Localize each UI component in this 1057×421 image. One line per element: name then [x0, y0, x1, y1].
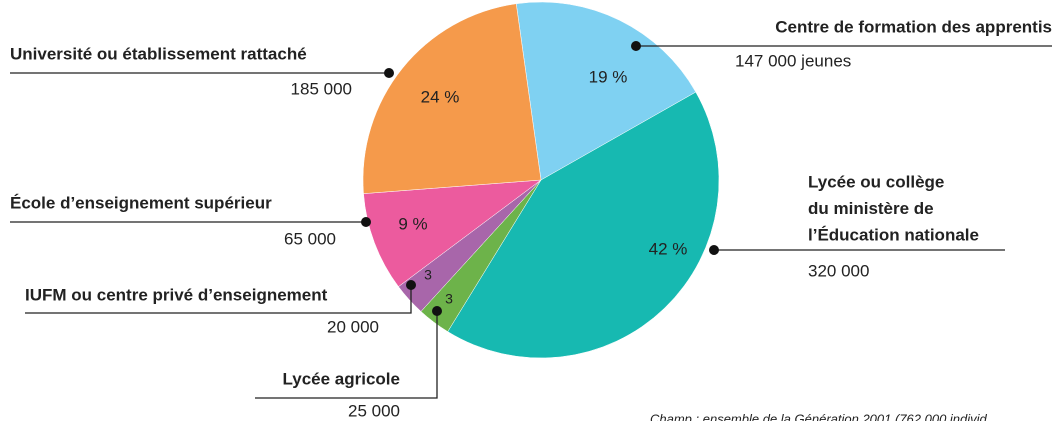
category-label: Lycée agricole [283, 369, 401, 388]
leader-dot [631, 41, 641, 51]
leader-dot [384, 68, 394, 78]
slice-label: 9 % [398, 214, 427, 233]
leader-dot [406, 280, 416, 290]
category-label: Université ou établissement rattaché [10, 44, 307, 63]
category-label: Lycée ou collège [808, 172, 944, 191]
count-label: 25 000 [348, 401, 400, 420]
slice-label: 3 [445, 291, 453, 307]
category-label: École d’enseignement supérieur [10, 193, 272, 212]
footnote: Champ : ensemble de la Génération 2001 (… [650, 411, 988, 421]
slice-label: 42 % [649, 239, 688, 258]
pie-slice [363, 179, 542, 287]
slice-label: 24 % [421, 87, 460, 106]
count-label: 20 000 [327, 317, 379, 336]
category-label: l’Éducation nationale [808, 225, 979, 244]
count-label: 185 000 [291, 79, 352, 98]
count-label: 147 000 jeunes [735, 51, 851, 70]
category-label: du ministère de [808, 199, 934, 218]
pie-slice [447, 91, 720, 359]
category-label: Centre de formation des apprentis [775, 17, 1052, 36]
count-label: 65 000 [284, 229, 336, 248]
leader-dot [361, 217, 371, 227]
leader-dot [432, 306, 442, 316]
category-label: IUFM ou centre privé d’enseignement [25, 285, 328, 304]
leader-line [255, 311, 438, 399]
leader-line [25, 285, 412, 314]
count-label: 320 000 [808, 261, 869, 280]
leader-dot [709, 245, 719, 255]
slice-label: 3 [424, 267, 432, 283]
pie-slice [362, 3, 542, 194]
slice-label: 19 % [589, 67, 628, 86]
